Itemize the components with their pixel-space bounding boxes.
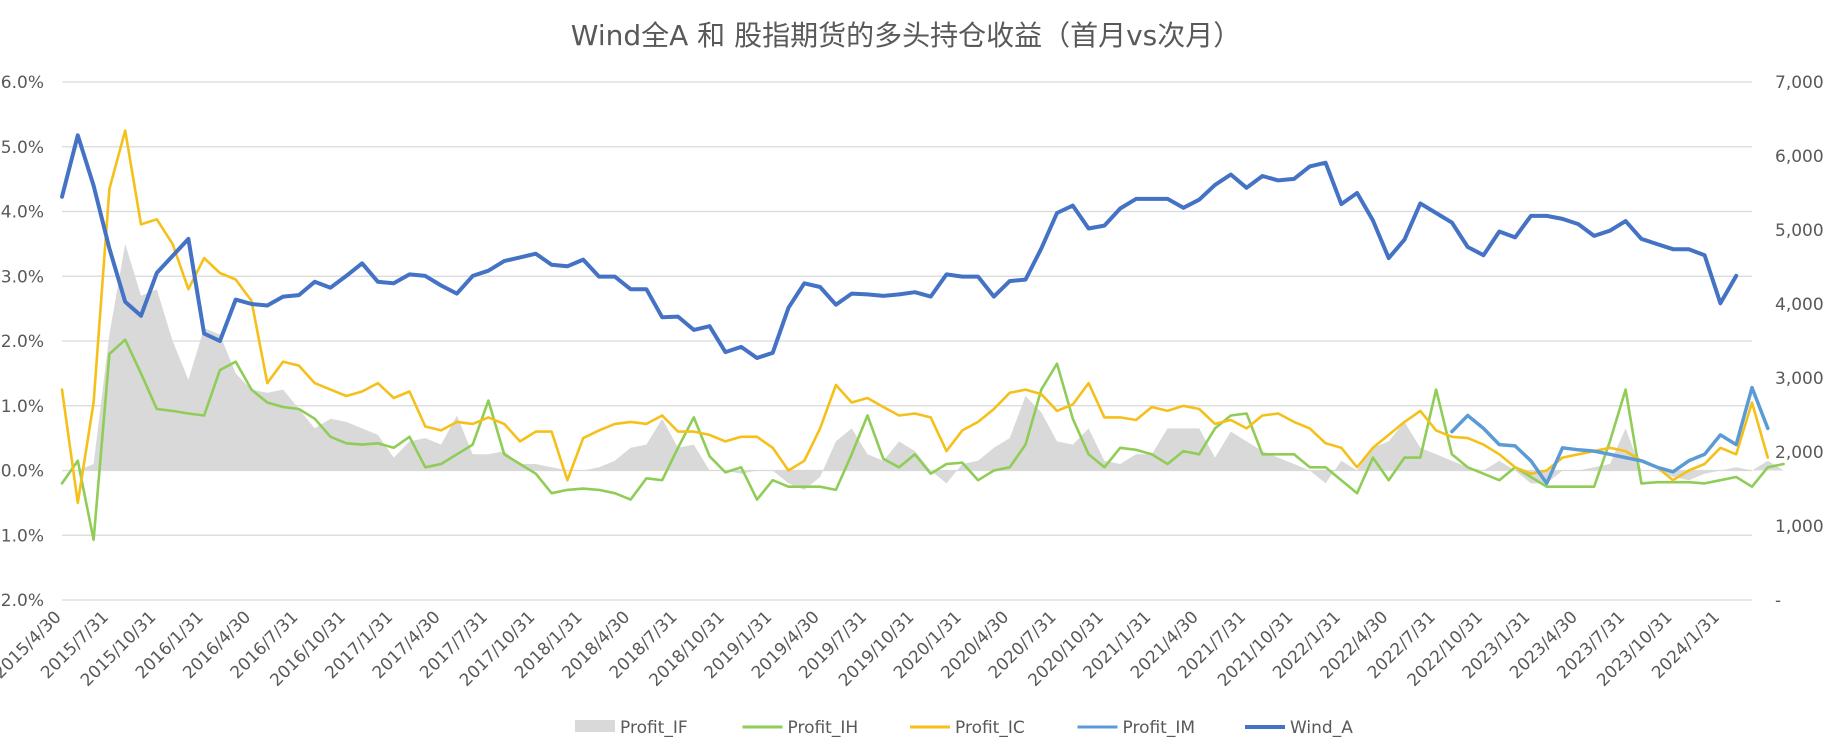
legend-label: Profit_IF [620, 718, 688, 738]
grid-lines [62, 81, 1752, 601]
legend-label: Profit_IC [955, 718, 1025, 738]
y-left-tick-label: 4.0% [1, 203, 44, 223]
y-right-tick-label: 5,000 [1775, 221, 1824, 241]
y-left-tick-label: 5.0% [1, 138, 44, 158]
y-right-tick-label: 3,000 [1775, 369, 1824, 389]
series-line-wind-a [60, 133, 1739, 360]
legend-swatch [575, 720, 615, 732]
x-tick-labels: 2015/4/302015/7/312015/10/312016/1/31201… [0, 607, 1724, 690]
series-layer [60, 129, 1785, 542]
legend-item: Profit_IC [910, 718, 1025, 738]
y-left-tick-label: 6.0% [1, 73, 44, 93]
y-left-tick-label: -2.0% [0, 591, 44, 611]
legend-label: Profit_IH [788, 718, 859, 738]
y-left-tick-label: -1.0% [0, 526, 44, 546]
y-right-tick-label: 4,000 [1775, 295, 1824, 315]
legend-item: Profit_IH [742, 718, 859, 738]
legend: Profit_IF Profit_IH Profit_IC Profit_IM Wind… [575, 718, 1353, 738]
y-right-tick-labels: - 1,000 2,000 3,000 4,000 5,000 6,000 7,000 [1775, 73, 1824, 611]
chart-title: Wind全A 和 股指期货的多头持仓收益（首月vs次月） [571, 19, 1242, 52]
y-right-tick-label: 1,000 [1775, 517, 1824, 537]
series-line-profit-im [1450, 385, 1770, 486]
legend-label: Wind_A [1290, 718, 1353, 738]
y-left-tick-labels: -2.0% -1.0% 0.0% 1.0% 2.0% 3.0% 4.0% 5.0% 6.0% [0, 73, 44, 611]
y-right-tick-label: - [1775, 591, 1781, 611]
y-left-tick-label: 0.0% [1, 462, 44, 482]
legend-item: Profit_IF [575, 718, 688, 738]
series-line-profit-ih [60, 338, 1785, 542]
series-area-profit-if [62, 243, 1784, 490]
legend-label: Profit_IM [1123, 718, 1196, 738]
y-left-tick-label: 3.0% [1, 267, 44, 287]
legend-item: Profit_IM [1077, 718, 1196, 738]
y-left-tick-label: 2.0% [1, 332, 44, 352]
series-line-profit-ic [60, 129, 1770, 505]
y-right-tick-label: 6,000 [1775, 147, 1824, 167]
y-right-tick-label: 7,000 [1775, 73, 1824, 93]
y-left-tick-label: 1.0% [1, 397, 44, 417]
legend-item: Wind_A [1245, 718, 1353, 738]
y-right-tick-label: 2,000 [1775, 443, 1824, 463]
